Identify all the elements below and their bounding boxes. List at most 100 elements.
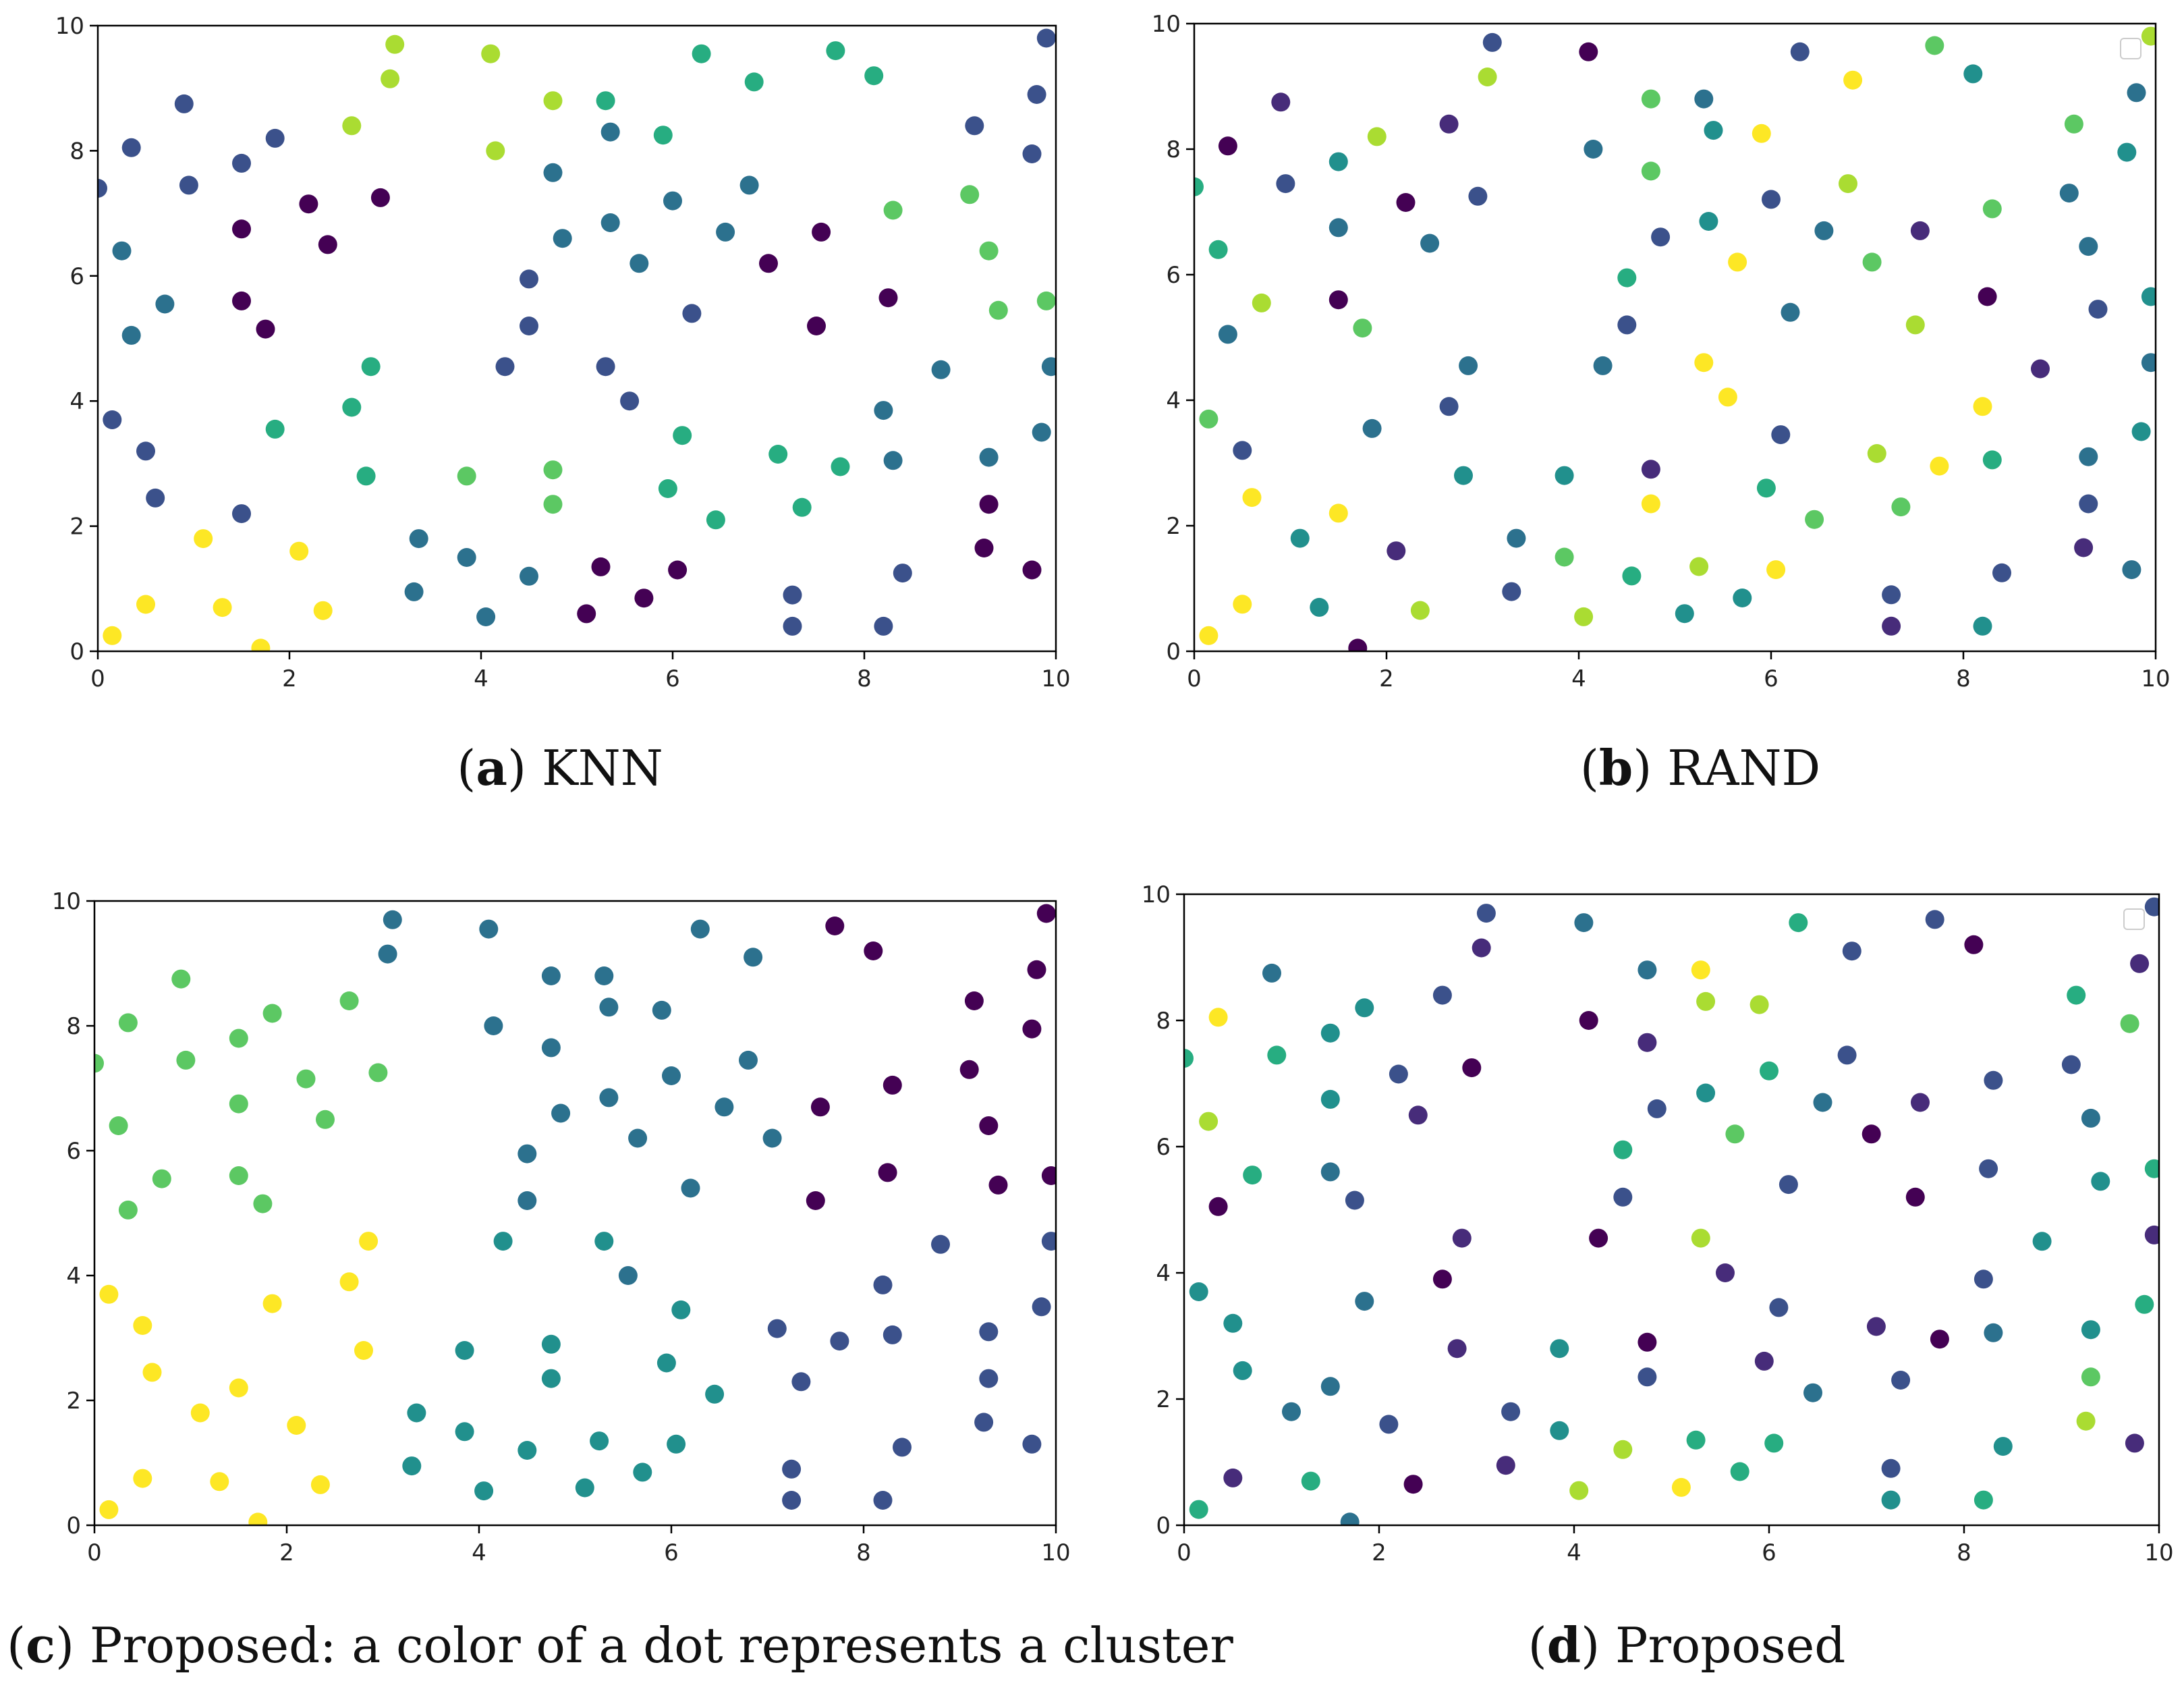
scatter-point — [1930, 1330, 1949, 1349]
scatter-point — [1882, 585, 1901, 605]
scatter-point — [1036, 291, 1056, 310]
plot-frame — [93, 900, 1057, 1527]
scatter-point — [1320, 1089, 1340, 1109]
scatter-point — [1452, 1228, 1472, 1248]
scatter-point — [791, 1372, 811, 1392]
scatter-point — [2088, 300, 2108, 319]
scatter-point — [1637, 1332, 1657, 1352]
scatter-point — [1837, 1045, 1857, 1065]
scatter-point — [407, 1403, 426, 1423]
scatter-point — [1282, 1402, 1301, 1421]
scatter-point — [1555, 466, 1574, 485]
scatter-point — [931, 1234, 950, 1254]
points — [1194, 26, 2156, 651]
scatter-point — [964, 991, 984, 1010]
scatter-point — [1320, 1162, 1340, 1182]
scatter-point — [1022, 144, 1042, 163]
scatter-point — [974, 1413, 994, 1432]
scatter-point — [807, 317, 826, 335]
scatter-point — [673, 426, 692, 445]
scatter-point — [1447, 1339, 1467, 1359]
x-tick-label: 4 — [1571, 665, 1586, 692]
scatter-point — [378, 944, 397, 964]
scatter-point — [1754, 1351, 1774, 1371]
scatter-point — [409, 529, 428, 549]
y-tick-label: 6 — [1166, 262, 1181, 289]
y-tick-label: 2 — [66, 1388, 81, 1415]
scatter-point — [974, 539, 994, 557]
scatter-point — [1223, 1313, 1243, 1333]
scatter-point — [596, 357, 615, 377]
scatter-point — [663, 191, 682, 211]
scatter-point — [2144, 1159, 2159, 1178]
scatter-point — [457, 466, 476, 486]
x-tick-label: 0 — [87, 1539, 102, 1566]
scatter-point — [174, 94, 194, 113]
scatter-point — [2141, 26, 2156, 46]
scatter-point — [979, 1369, 999, 1388]
scatter-point — [1728, 252, 1747, 272]
scatter-point — [1978, 287, 1997, 306]
scatter-point — [715, 1097, 734, 1117]
points — [94, 904, 1056, 1525]
scatter-point — [232, 291, 251, 310]
caption-d: (d) Proposed — [1528, 1616, 1846, 1674]
scatter-point — [988, 300, 1008, 320]
scatter-point — [1790, 42, 1810, 61]
scatter-point — [1760, 1061, 1779, 1080]
scatter-point — [2061, 1055, 2081, 1074]
scatter-point — [1507, 528, 1526, 548]
scatter-point — [152, 1169, 171, 1188]
scatter-point — [1355, 998, 1374, 1018]
y-tick-label: 8 — [1166, 136, 1181, 163]
scatter-point — [1027, 85, 1046, 104]
scatter-point — [864, 66, 884, 86]
scatter-point — [782, 1459, 802, 1479]
scatter-point — [1882, 616, 1901, 636]
scatter-point — [599, 997, 619, 1017]
scatter-point — [1766, 560, 1786, 580]
scatter-point — [354, 1341, 373, 1360]
scatter-point — [874, 616, 893, 636]
scatter-point — [262, 1294, 282, 1313]
scatter-point — [2141, 287, 2156, 306]
caption-text: RAND — [1652, 740, 1821, 796]
scatter-point — [1973, 1269, 1993, 1289]
scatter-point — [629, 254, 649, 273]
scatter-point — [229, 1094, 248, 1114]
scatter-point — [1022, 1434, 1042, 1454]
caption-a: (a) KNN — [457, 739, 663, 796]
scatter-point — [1032, 422, 1051, 442]
scatter-point — [594, 1232, 614, 1251]
scatter-point — [590, 1431, 609, 1451]
scatter-point — [1984, 1070, 2003, 1090]
scatter-point — [1764, 1433, 1784, 1453]
scatter-point — [1963, 64, 1983, 84]
scatter-point — [109, 1116, 128, 1135]
scatter-point — [1756, 478, 1776, 498]
scatter-point — [1396, 193, 1416, 212]
scatter-point — [1482, 32, 1502, 52]
y-tick-label: 0 — [1156, 1512, 1171, 1539]
scatter-point — [1468, 186, 1488, 206]
scatter-point — [356, 466, 376, 486]
scatter-point — [1993, 1437, 2013, 1456]
scatter-point — [1439, 114, 1459, 134]
scatter-point — [1550, 1421, 1569, 1440]
scatter-point — [1208, 1197, 1228, 1216]
scatter-point — [136, 595, 155, 614]
y-tick-label: 10 — [52, 888, 81, 915]
scatter-point — [1501, 1402, 1521, 1421]
scatter-point — [342, 116, 362, 136]
scatter-point — [1189, 1282, 1208, 1301]
scatter-point — [2079, 237, 2098, 256]
scatter-point — [1574, 607, 1594, 626]
scatter-point — [2079, 447, 2098, 466]
points — [98, 28, 1056, 651]
scatter-point — [99, 1500, 119, 1519]
scatter-point — [1789, 913, 1808, 933]
scatter-point — [296, 1069, 316, 1089]
scatter-point — [176, 1050, 196, 1070]
scatter-point — [762, 1128, 782, 1148]
scatter-point — [1694, 353, 1714, 373]
